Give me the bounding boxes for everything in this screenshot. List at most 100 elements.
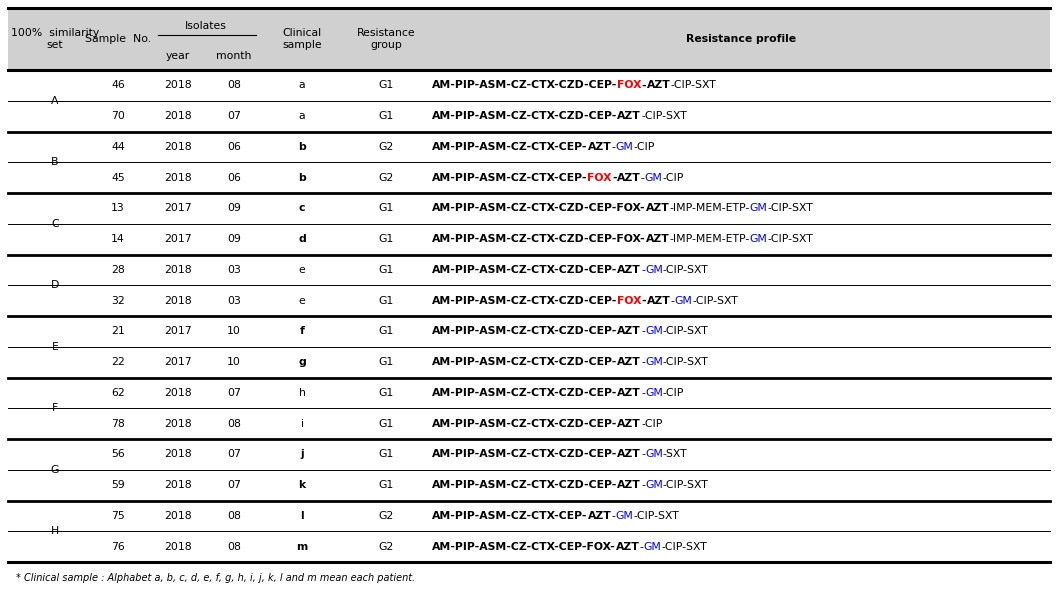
Text: AM-PIP-ASM-CZ-CTX-CEP-: AM-PIP-ASM-CZ-CTX-CEP- (432, 173, 587, 182)
Text: -: - (641, 265, 645, 275)
Text: 2018: 2018 (164, 511, 191, 521)
Text: AM-PIP-ASM-CZ-CTX-CZD-CEP-: AM-PIP-ASM-CZ-CTX-CZD-CEP- (432, 388, 618, 398)
Text: G1: G1 (379, 480, 394, 490)
Text: b: b (298, 142, 306, 152)
Text: 2017: 2017 (164, 234, 191, 244)
Text: 2017: 2017 (164, 326, 191, 336)
Text: 45: 45 (111, 173, 125, 182)
Text: FOX: FOX (618, 296, 642, 306)
Text: -: - (642, 80, 646, 90)
Text: 70: 70 (111, 111, 125, 121)
Text: -CIP-SXT: -CIP-SXT (663, 326, 709, 336)
Text: 78: 78 (111, 419, 125, 429)
Text: -CIP-SXT: -CIP-SXT (661, 542, 707, 552)
Text: GM: GM (750, 203, 767, 213)
Text: -CIP-SXT: -CIP-SXT (663, 480, 709, 490)
Text: -CIP-SXT: -CIP-SXT (767, 203, 814, 213)
Text: 32: 32 (111, 296, 125, 306)
Text: 2018: 2018 (164, 173, 191, 182)
Text: 07: 07 (227, 480, 241, 490)
Text: G1: G1 (379, 80, 394, 90)
Text: AZT: AZT (646, 296, 671, 306)
Text: 62: 62 (111, 388, 125, 398)
Text: AM-PIP-ASM-CZ-CTX-CEP-: AM-PIP-ASM-CZ-CTX-CEP- (432, 511, 587, 521)
Text: -: - (639, 542, 643, 552)
Text: * Clinical sample : Alphabet a, b, c, d, e, f, g, h, i, j, k, l and m mean each : * Clinical sample : Alphabet a, b, c, d,… (16, 573, 415, 583)
Text: 2018: 2018 (164, 80, 191, 90)
Text: 28: 28 (111, 265, 125, 275)
Text: AZT: AZT (617, 173, 640, 182)
Text: g: g (298, 357, 306, 367)
Text: AM-PIP-ASM-CZ-CTX-CZD-CEP-: AM-PIP-ASM-CZ-CTX-CZD-CEP- (432, 419, 618, 429)
Text: G1: G1 (379, 388, 394, 398)
Text: -: - (641, 388, 645, 398)
Text: F: F (52, 403, 58, 413)
Text: 2018: 2018 (164, 542, 191, 552)
Text: G1: G1 (379, 419, 394, 429)
Text: -: - (671, 296, 674, 306)
Text: AZT: AZT (618, 388, 641, 398)
Text: Clinical
sample: Clinical sample (282, 28, 322, 50)
Text: G2: G2 (379, 542, 394, 552)
Text: 2018: 2018 (164, 388, 191, 398)
Text: 06: 06 (227, 142, 241, 152)
Text: AM-PIP-ASM-CZ-CTX-CZD-CEP-: AM-PIP-ASM-CZ-CTX-CZD-CEP- (432, 326, 618, 336)
Text: -: - (641, 480, 645, 490)
Text: 10: 10 (227, 326, 241, 336)
Text: 14: 14 (111, 234, 125, 244)
Text: 08: 08 (227, 511, 241, 521)
Text: AZT: AZT (618, 419, 641, 429)
Text: AZT: AZT (646, 80, 671, 90)
Text: b: b (298, 173, 306, 182)
Text: G1: G1 (379, 326, 394, 336)
Text: h: h (298, 388, 306, 398)
Text: Resistance
group: Resistance group (357, 28, 416, 50)
Text: a: a (298, 111, 306, 121)
Text: c: c (298, 203, 306, 213)
Text: AZT: AZT (645, 234, 670, 244)
Text: -: - (641, 357, 645, 367)
Text: 06: 06 (227, 173, 241, 182)
Text: -: - (612, 511, 615, 521)
Text: AZT: AZT (618, 480, 641, 490)
Text: G1: G1 (379, 357, 394, 367)
Text: G1: G1 (379, 111, 394, 121)
Text: -: - (641, 450, 645, 459)
Text: 59: 59 (111, 480, 125, 490)
Text: 2018: 2018 (164, 111, 191, 121)
Text: year: year (166, 51, 190, 61)
Text: GM: GM (645, 480, 663, 490)
Text: AM-PIP-ASM-CZ-CTX-CEP-FOX-: AM-PIP-ASM-CZ-CTX-CEP-FOX- (432, 542, 616, 552)
Text: AZT: AZT (616, 542, 639, 552)
Text: GM: GM (645, 326, 663, 336)
Text: D: D (51, 280, 59, 290)
Text: -CIP-SXT: -CIP-SXT (671, 80, 716, 90)
Text: 22: 22 (111, 357, 125, 367)
Text: GM: GM (644, 173, 662, 182)
Text: AM-PIP-ASM-CZ-CTX-CZD-CEP-: AM-PIP-ASM-CZ-CTX-CZD-CEP- (432, 265, 618, 275)
Text: AZT: AZT (645, 203, 670, 213)
Text: -CIP: -CIP (663, 388, 685, 398)
Text: C: C (51, 219, 59, 229)
Text: j: j (300, 450, 304, 459)
Text: -CIP-SXT: -CIP-SXT (633, 511, 679, 521)
Text: -IMP-MEM-ETP-: -IMP-MEM-ETP- (670, 203, 750, 213)
Text: AM-PIP-ASM-CZ-CTX-CZD-CEP-: AM-PIP-ASM-CZ-CTX-CZD-CEP- (432, 450, 618, 459)
Text: H: H (51, 526, 59, 536)
Text: 100%  similarity
set: 100% similarity set (11, 28, 99, 50)
Text: AZT: AZT (587, 142, 612, 152)
Text: AZT: AZT (618, 326, 641, 336)
Text: 10: 10 (227, 357, 241, 367)
Text: 08: 08 (227, 80, 241, 90)
Text: Resistance profile: Resistance profile (686, 34, 796, 44)
Text: 07: 07 (227, 388, 241, 398)
Text: -: - (642, 296, 646, 306)
Text: AM-PIP-ASM-CZ-CTX-CZD-CEP-: AM-PIP-ASM-CZ-CTX-CZD-CEP- (432, 296, 618, 306)
Text: GM: GM (615, 142, 633, 152)
Text: 07: 07 (227, 450, 241, 459)
Text: AZT: AZT (618, 357, 641, 367)
Text: 75: 75 (111, 511, 125, 521)
Text: GM: GM (615, 511, 633, 521)
Text: G2: G2 (379, 511, 394, 521)
Text: i: i (300, 419, 304, 429)
